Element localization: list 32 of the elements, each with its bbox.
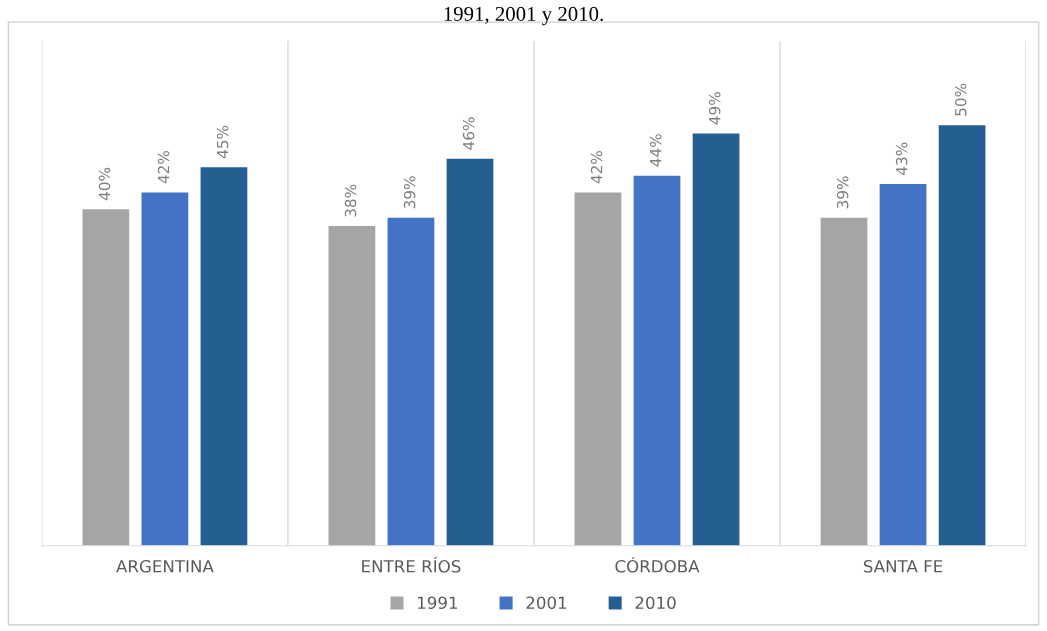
bar <box>141 192 189 546</box>
data-label: 49% <box>708 92 721 125</box>
bar <box>692 133 740 546</box>
bar <box>328 226 376 546</box>
data-label: 38% <box>344 184 357 217</box>
legend-label: 1991 <box>418 596 458 610</box>
bar <box>879 184 927 546</box>
bar <box>820 217 868 546</box>
data-label: 42% <box>590 151 603 184</box>
legend-label: 2001 <box>526 596 567 610</box>
data-label: 44% <box>649 134 662 167</box>
bar <box>387 217 435 546</box>
data-label: 43% <box>895 142 908 175</box>
bar <box>574 192 622 546</box>
chart-title: 1991, 2001 y 2010. <box>444 6 603 26</box>
bar <box>200 167 248 546</box>
data-label: 42% <box>157 151 170 184</box>
data-label: 50% <box>954 83 967 116</box>
legend-label: 2010 <box>635 596 676 610</box>
data-label: 40% <box>98 167 111 201</box>
data-label: 39% <box>403 176 416 209</box>
x-tick-label: ENTRE RÍOS <box>362 556 461 573</box>
bar <box>633 175 681 546</box>
bar <box>82 209 130 546</box>
x-tick-label: CÓRDOBA <box>615 556 700 573</box>
data-label: 46% <box>462 117 475 150</box>
x-tick-label: ARGENTINA <box>116 560 214 573</box>
bar <box>938 125 986 546</box>
x-tick-label: SANTA FE <box>863 560 943 573</box>
bar <box>446 158 494 546</box>
data-label: 39% <box>836 176 849 209</box>
data-label: 45% <box>216 125 229 159</box>
